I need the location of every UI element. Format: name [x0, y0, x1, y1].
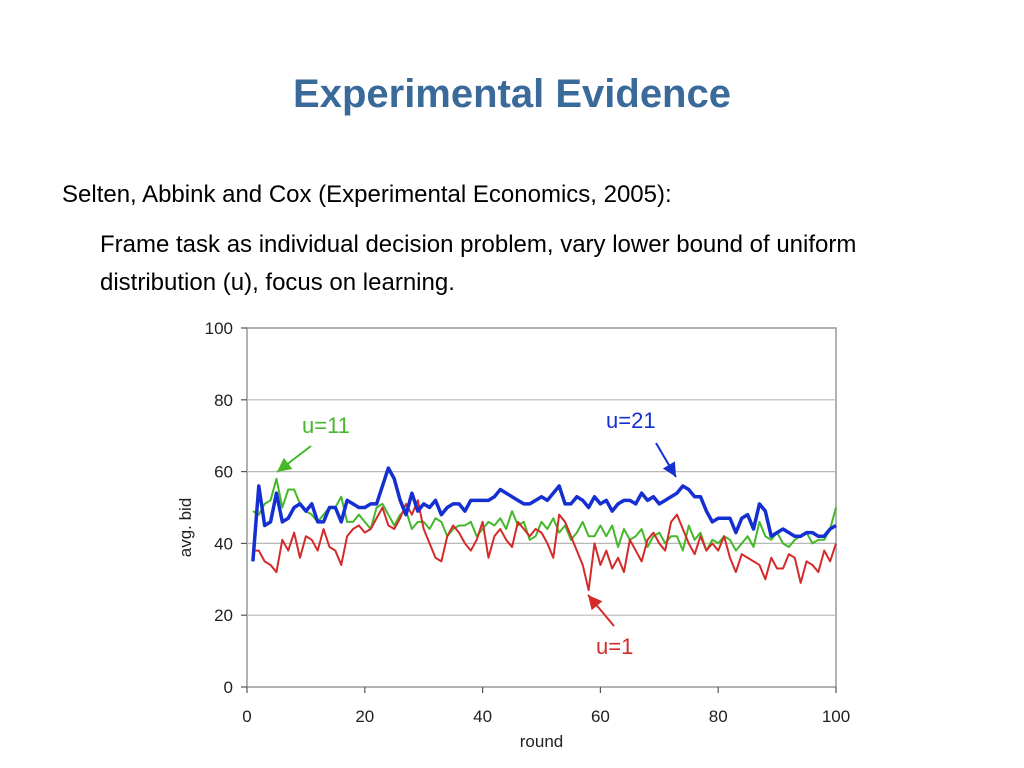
- annotation-label-u-1: u=1: [596, 634, 633, 659]
- description-text: Frame task as individual decision proble…: [100, 231, 857, 296]
- y-axis-label: avg. bid: [176, 498, 195, 558]
- citation-text: Selten, Abbink and Cox (Experimental Eco…: [62, 181, 672, 208]
- x-tick-label: 80: [709, 707, 728, 726]
- annotation-arrowhead-u-1: [588, 595, 603, 611]
- slide-title: Experimental Evidence: [293, 72, 731, 116]
- annotation-label-u-21: u=21: [606, 408, 656, 433]
- x-axis-label: round: [520, 732, 563, 751]
- y-tick-label: 20: [214, 606, 233, 625]
- y-tick-label: 100: [205, 319, 233, 338]
- x-tick-label: 60: [591, 707, 610, 726]
- annotation-label-u-11: u=11: [302, 413, 350, 438]
- annotation-arrowhead-u-11: [277, 457, 293, 472]
- y-tick-label: 40: [214, 534, 233, 553]
- y-tick-label: 80: [214, 391, 233, 410]
- series-line-u-1: [252, 499, 837, 592]
- y-tick-label: 60: [214, 463, 233, 482]
- annotation-arrowhead-u-21: [662, 461, 676, 477]
- x-tick-label: 0: [242, 707, 251, 726]
- series-line-u-11: [252, 477, 837, 552]
- series-line-u-21: [251, 466, 837, 562]
- y-tick-label: 0: [224, 678, 233, 697]
- x-tick-label: 40: [473, 707, 492, 726]
- x-tick-label: 100: [822, 707, 850, 726]
- bid-chart: 0 20 40 60 80 100 0 20 40 60 80 100 round avg. bid u=1…: [176, 319, 850, 751]
- x-tick-label: 20: [355, 707, 374, 726]
